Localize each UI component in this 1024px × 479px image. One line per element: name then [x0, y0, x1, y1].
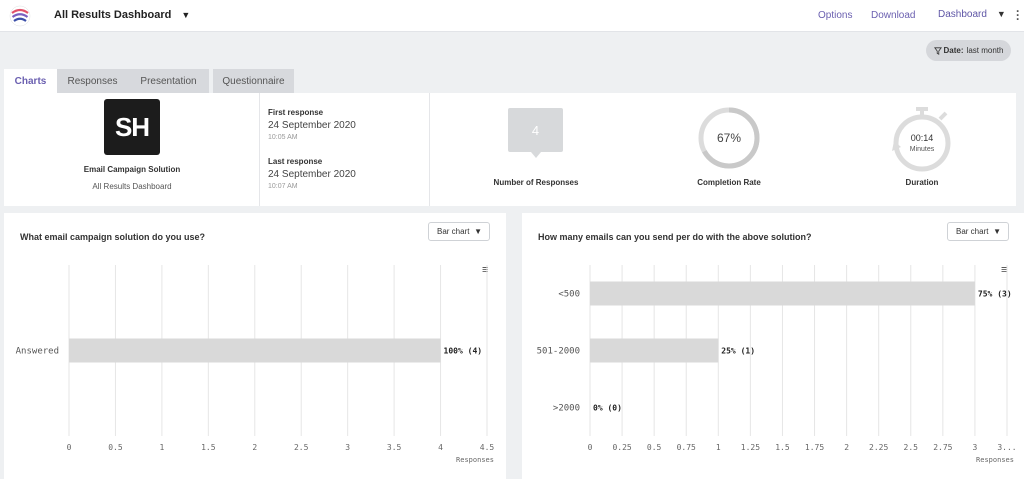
dashboard-title-dropdown[interactable]: All Results Dashboard ▼: [54, 9, 190, 21]
chart-menu-icon[interactable]: ≡: [1001, 264, 1008, 276]
question-title: How many emails can you send per do with…: [538, 232, 812, 242]
x-tick-label: 2: [252, 443, 257, 452]
tab-responses[interactable]: Responses: [57, 69, 128, 93]
first-response-label: First response: [268, 108, 324, 117]
chevron-down-icon: ▼: [181, 10, 191, 20]
chevron-down-icon: ▼: [996, 9, 1006, 19]
x-tick-label: 1.5: [775, 443, 790, 452]
x-tick-label: 4.5: [480, 443, 495, 452]
question-title: What email campaign solution do you use?: [20, 232, 206, 242]
x-tick-label: 1: [716, 443, 721, 452]
responses-count-badge: 4: [508, 108, 563, 152]
bar-chart: 0 0.25 0.5 0.75 1 1.25 1.5 1.75 2 2.25 2.5 2.75 3 3..…: [537, 265, 1017, 464]
download-link[interactable]: Download: [871, 10, 916, 21]
chart-type-label: Bar chart: [956, 227, 989, 236]
x-tick-label: 3: [345, 443, 350, 452]
first-response-time: 10:05 AM: [268, 134, 298, 141]
project-subtitle: All Results Dashboard: [92, 182, 172, 191]
chart-type-label: Bar chart: [437, 227, 470, 236]
x-tick-label: 0.75: [677, 443, 696, 452]
data-label: 75% (3): [978, 290, 1012, 299]
last-response-label: Last response: [268, 157, 323, 166]
x-tick-label: 1.5: [201, 443, 216, 452]
x-tick-label: 0.25: [612, 443, 631, 452]
x-tick-label: 1.75: [805, 443, 824, 452]
bar-chart: 0 0.5 1 1.5 2 2.5 3 3.5 4 4.5 Answered 100% (4) Resp…: [16, 265, 495, 464]
x-tick-label: 2.5: [904, 443, 919, 452]
x-tick-label: 1.25: [741, 443, 760, 452]
duration-value: 00:14: [910, 133, 934, 143]
x-tick-label: 2.75: [933, 443, 952, 452]
tab-bar: Charts Responses Presentation Questionna…: [4, 69, 294, 93]
completion-rate-ring: 67%: [698, 107, 760, 169]
completion-rate-arc: [698, 107, 760, 169]
divider: [259, 93, 260, 206]
date-filter-button[interactable]: Date: last month: [926, 40, 1011, 61]
tab-charts[interactable]: Charts: [4, 69, 57, 93]
bar: [590, 281, 975, 306]
x-tick-label: 0: [588, 443, 593, 452]
x-tick-label: 3: [973, 443, 978, 452]
category-label: >2000: [553, 404, 580, 414]
chevron-down-icon: ▼: [993, 227, 1001, 236]
x-tick-label: 0: [67, 443, 72, 452]
duration-unit: Minutes: [909, 146, 935, 153]
project-name: Email Campaign Solution: [83, 165, 181, 174]
x-tick-label: 4: [438, 443, 443, 452]
tab-presentation[interactable]: Presentation: [128, 69, 209, 93]
date-filter-value: last month: [966, 46, 1004, 55]
tab-questionnaire[interactable]: Questionnaire: [213, 69, 294, 93]
data-label: 0% (0): [593, 404, 622, 413]
options-link[interactable]: Options: [818, 10, 853, 21]
top-bar: All Results Dashboard ▼ Options Download …: [0, 0, 1024, 32]
chart-panel: What email campaign solution do you use?…: [4, 213, 506, 479]
project-logo: SH: [104, 99, 160, 155]
chart-type-select[interactable]: Bar chart ▼: [428, 222, 490, 241]
dashboard-select[interactable]: Dashboard ▼: [938, 9, 1006, 20]
chevron-down-icon: ▼: [474, 227, 482, 236]
filter-icon: [933, 46, 942, 55]
date-filter-label: Date:: [943, 46, 964, 55]
last-response-date: 24 September 2020: [268, 169, 356, 180]
x-tick-label: 0.5: [647, 443, 662, 452]
category-label: Answered: [16, 347, 59, 357]
data-label: 100% (4): [444, 347, 483, 356]
more-menu-icon[interactable]: · · ·: [1016, 4, 1020, 26]
bar: [590, 338, 719, 363]
stopwatch-icon: [892, 107, 951, 172]
dashboard-select-label: Dashboard: [938, 9, 987, 20]
duration-label: Duration: [905, 178, 939, 187]
x-axis-label: Responses: [976, 456, 1014, 464]
responses-label: Number of Responses: [493, 178, 579, 187]
last-response-time: 10:07 AM: [268, 183, 298, 190]
completion-rate-label: Completion Rate: [697, 178, 761, 187]
x-tick-label: 3...: [997, 443, 1016, 452]
x-tick-label: 2: [844, 443, 849, 452]
chart-menu-icon[interactable]: ≡: [482, 264, 489, 276]
x-tick-label: 1: [159, 443, 164, 452]
divider: [429, 93, 430, 206]
chart-panel: How many emails can you send per do with…: [522, 213, 1024, 479]
bar: [69, 338, 441, 363]
speech-tail: [531, 152, 541, 158]
app-logo-icon[interactable]: [9, 5, 31, 27]
x-tick-label: 2.5: [294, 443, 309, 452]
category-label: <500: [558, 290, 580, 300]
x-tick-label: 2.25: [869, 443, 888, 452]
summary-panel: SH Email Campaign Solution All Results D…: [4, 93, 1016, 206]
x-axis-label: Responses: [456, 456, 494, 464]
data-label: 25% (1): [721, 347, 755, 356]
completion-rate-value: 67%: [717, 131, 741, 145]
dashboard-title: All Results Dashboard: [54, 9, 172, 21]
x-tick-label: 3.5: [387, 443, 402, 452]
chart-type-select[interactable]: Bar chart ▼: [947, 222, 1009, 241]
category-label: 501-2000: [537, 347, 580, 357]
first-response-date: 24 September 2020: [268, 120, 356, 131]
x-tick-label: 0.5: [108, 443, 123, 452]
